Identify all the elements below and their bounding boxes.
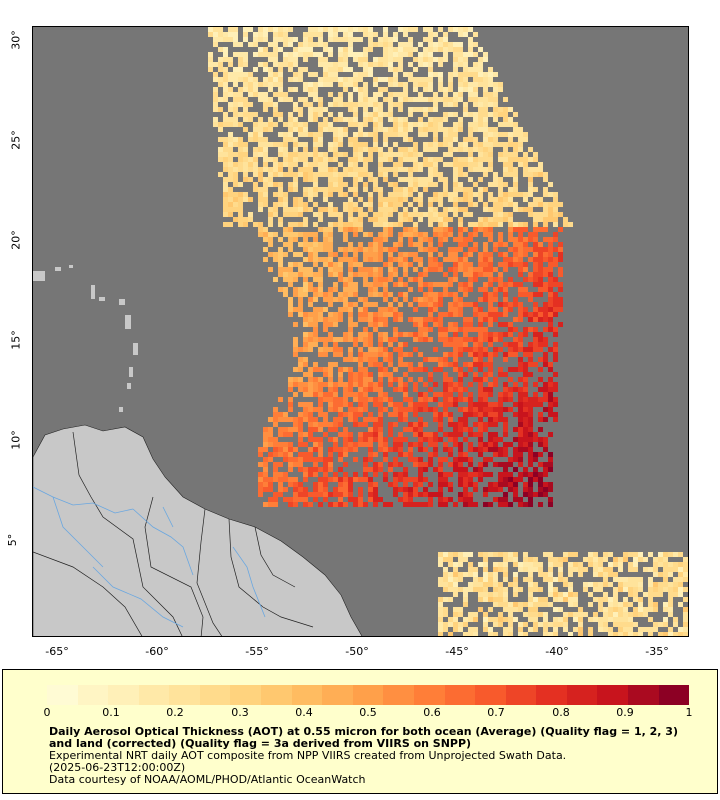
colorbar-tick-label: 0.6 [423,706,441,719]
colorbar-cell [597,685,628,705]
colorbar-tick-label: 0.3 [231,706,249,719]
colorbar-cell [475,685,506,705]
colorbar-cell [108,685,139,705]
colorbar-cell [505,685,537,705]
colorbar-tick-label: 0 [43,706,51,719]
legend-credit: Data courtesy of NOAA/AOML/PHOD/Atlantic… [49,773,366,786]
country-borders [33,431,314,636]
lon-tick-label: -60° [145,645,169,658]
lat-tick-label: 5° [5,533,19,547]
colorbar-tick-label: 0.1 [102,706,120,719]
lon-tick-label: -50° [345,645,369,658]
legend-description: Experimental NRT daily AOT composite fro… [49,749,567,762]
colorbar-cell [77,685,109,705]
aot-map [33,27,688,636]
lon-tick-label: -35° [645,645,669,658]
caribbean-islands [33,265,138,412]
colorbar-tick-label: 0.9 [616,706,634,719]
colorbar-cell [383,685,414,705]
colorbar-cell [444,685,476,705]
lat-tick-label: 25° [9,130,23,150]
lat-tick-label: 20° [9,230,23,250]
colorbar-cell [566,685,598,705]
colorbar-tick-label: 0.8 [552,706,570,719]
lon-tick-label: -40° [545,645,569,658]
lon-tick-label: -65° [45,645,69,658]
legend-panel: 0 0.1 0.2 0.3 0.4 0.5 0.6 0.7 0.8 0.9 1 … [2,669,718,794]
lon-tick-label: -45° [445,645,469,658]
colorbar-cell [322,685,353,705]
rivers [33,486,266,628]
colorbar-tick-label: 0.5 [359,706,377,719]
colorbar-cell [352,685,384,705]
colorbar-cell [261,685,292,705]
aot-pixels [208,27,688,636]
lon-tick-label: -55° [245,645,269,658]
colorbar-tick-label: 1 [685,706,693,719]
colorbar-tick-label: 0.7 [487,706,505,719]
colorbar-tick-label: 0.2 [166,706,184,719]
colorbar-cell [291,685,323,705]
legend-title: Daily Aerosol Optical Thickness (AOT) at… [49,725,678,750]
lat-tick-label: 30° [9,30,23,50]
lat-tick-label: 15° [9,330,23,350]
colorbar-tick-label: 0.4 [295,706,313,719]
colorbar-cell [138,685,170,705]
colorbar-cell [536,685,567,705]
colorbar-cell [230,685,262,705]
colorbar-cell [413,685,445,705]
colorbar [47,685,690,705]
lat-tick-label: 10° [9,430,23,450]
colorbar-cell [199,685,231,705]
colorbar-cell [627,685,659,705]
colorbar-cell [658,685,690,705]
map-panel [32,26,689,637]
colorbar-cell [47,685,78,705]
legend-text: Daily Aerosol Optical Thickness (AOT) at… [49,726,689,786]
legend-date: (2025-06-23T12:00:00Z) [49,761,186,774]
colorbar-cell [169,685,200,705]
